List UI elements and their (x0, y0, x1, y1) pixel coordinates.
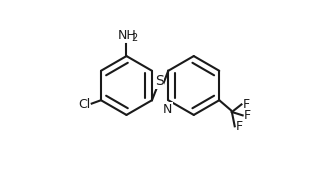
Text: N: N (163, 103, 172, 116)
Text: Cl: Cl (78, 98, 90, 111)
Text: F: F (236, 120, 243, 133)
Text: 2: 2 (131, 33, 137, 43)
Text: NH: NH (118, 29, 137, 42)
Text: F: F (244, 109, 251, 122)
Text: S: S (155, 74, 164, 88)
Text: F: F (243, 98, 250, 111)
